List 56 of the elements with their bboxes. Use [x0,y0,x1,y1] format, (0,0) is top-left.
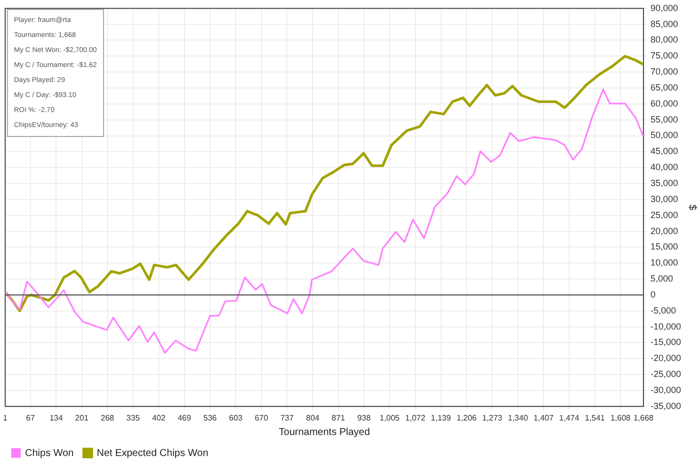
y-tick-label: 90,000 [650,2,678,13]
y-tick-label: -10,000 [650,321,682,332]
y-tick-label: 85,000 [650,18,678,29]
x-tick-label: 1,340 [508,413,528,422]
y-tick-label: 80,000 [650,34,678,45]
x-tick-label: 1,139 [430,413,452,422]
y-tick-label: 65,000 [650,82,678,92]
legend-label: Chips Won [25,448,74,459]
x-tick-label: 1,206 [456,413,478,422]
y-tick-label: 75,000 [650,50,678,61]
y-tick-label: 35,000 [650,178,678,188]
y-tick-label: -15,000 [650,337,682,348]
x-tick-label: 201 [75,413,90,422]
y-tick-label: 45,000 [650,146,678,156]
y-tick-label: 20,000 [650,226,678,236]
x-tick-label: 402 [152,413,166,422]
y-tick-label: 40,000 [650,162,678,172]
x-tick-label: 1,668 [633,413,654,422]
y-tick-label: 0 [650,289,656,300]
x-tick-label: 804 [306,413,320,422]
x-tick-label: 67 [26,413,36,422]
x-tick-label: 1,474 [559,413,580,422]
x-tick-label: 1,407 [534,413,554,422]
x-tick-label: 938 [357,413,372,422]
x-tick-label: 603 [229,413,243,422]
x-tick-label: 1,608 [610,413,632,422]
x-tick-label: 871 [332,413,346,422]
x-tick-label: 469 [178,413,192,422]
x-tick-label: 268 [100,413,115,422]
y-tick-label: -20,000 [650,353,682,364]
x-tick-label: 1,005 [380,413,400,422]
y-tick-label: -30,000 [650,384,682,395]
y-axis-title: $ [686,204,698,211]
x-tick-label: 1,273 [482,413,503,422]
y-tick-label: 50,000 [650,130,678,140]
y-tick-label: -35,000 [650,400,682,411]
x-tick-label: 1 [3,413,8,422]
x-tick-label: 134 [49,413,64,422]
y-tick-label: -5,000 [650,305,676,316]
y-tick-label: 10,000 [650,258,678,268]
y-tick-label: 30,000 [650,194,678,204]
x-tick-label: 737 [280,413,294,422]
x-tick-label: 1,541 [584,413,606,422]
y-tick-label: 55,000 [650,114,678,124]
x-tick-label: 1,072 [405,413,426,422]
x-tick-label: 670 [254,413,269,422]
y-tick-label: 25,000 [650,210,678,220]
x-tick-label: 335 [126,413,140,422]
y-tick-label: 70,000 [650,66,678,77]
x-axis-title: Tournaments Played [278,426,370,438]
x-tick-label: 536 [203,413,218,422]
y-tick-label: 60,000 [650,98,678,108]
y-tick-label: 15,000 [650,242,678,252]
y-tick-label: -25,000 [650,369,682,380]
legend-label: Net Expected Chips Won [96,448,208,459]
y-tick-label: 5,000 [650,274,674,284]
